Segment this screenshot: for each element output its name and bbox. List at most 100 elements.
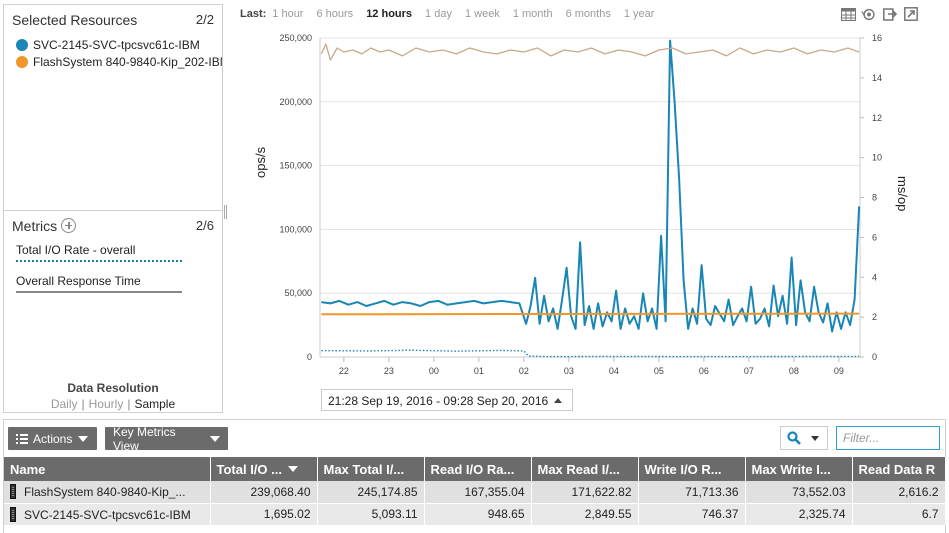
chevron-down-icon — [811, 435, 819, 441]
chevron-down-icon — [210, 435, 220, 442]
table-view-icon[interactable] — [840, 6, 856, 22]
table-cell: 6.7 — [852, 503, 946, 525]
metric-item-total-io-rate[interactable]: Total I/O Rate - overall — [16, 243, 182, 262]
y-axis-left-label: ops/s — [253, 146, 268, 178]
chevron-down-icon — [78, 435, 89, 442]
column-header-max-write-io[interactable]: Max Write I... — [745, 457, 853, 481]
resolution-option-hourly[interactable]: Hourly — [88, 397, 124, 411]
date-range-text: 21:28 Sep 19, 2016 - 09:28 Sep 20, 2016 — [328, 394, 549, 408]
y-right-tick-label: 16 — [872, 33, 882, 43]
selected-resources-count: 2/2 — [195, 12, 214, 27]
selected-resources-panel: Selected Resources 2/2 SVC-2145-SVC-tpcs… — [3, 4, 223, 211]
x-tick-label: 06 — [699, 366, 709, 376]
resource-color-dot — [16, 38, 28, 51]
time-range-label: Last: — [240, 8, 267, 20]
time-option-1-week[interactable]: 1 week — [464, 8, 500, 20]
x-tick-label: 03 — [564, 366, 574, 376]
metrics-title: Metrics — [12, 218, 77, 234]
table-cell: 245,174.85 — [317, 481, 425, 504]
x-tick-label: 04 — [609, 366, 619, 376]
time-option-12-hours[interactable]: 12 hours — [366, 8, 413, 20]
metrics-panel: Metrics 2/6 Total I/O Rate - overall Ove… — [3, 210, 223, 413]
y-right-tick-label: 12 — [872, 113, 882, 123]
panel-splitter-handle[interactable] — [224, 205, 227, 219]
table-row[interactable]: FlashSystem 840-9840-Kip_... 239,068.40 … — [4, 481, 946, 504]
y-right-tick-label: 10 — [872, 153, 882, 163]
filter-input[interactable] — [836, 426, 940, 450]
export-icon[interactable] — [882, 6, 898, 22]
resource-table-region: Actions Key Metrics View Name Total I/O … — [3, 419, 946, 533]
table-cell: 1,695.02 — [210, 503, 318, 525]
time-option-1-day[interactable]: 1 day — [425, 8, 452, 20]
row-name-label: FlashSystem 840-9840-Kip_... — [24, 485, 186, 500]
column-header-total-io-rate[interactable]: Total I/O ... — [210, 457, 318, 481]
storage-system-icon — [10, 484, 16, 500]
separator: | — [127, 397, 131, 411]
open-window-icon[interactable] — [903, 6, 919, 22]
column-header-max-read-io[interactable]: Max Read I/... — [531, 457, 639, 481]
metric-item-overall-response-time[interactable]: Overall Response Time — [16, 274, 182, 293]
x-tick-label: 09 — [834, 366, 844, 376]
table-cell: 948.65 — [424, 503, 532, 525]
table-cell: 239,068.40 — [210, 481, 318, 504]
actions-label: Actions — [33, 431, 73, 446]
table-cell: 171,622.82 — [531, 481, 639, 504]
key-metrics-view-label: Key Metrics View — [113, 424, 176, 453]
selected-resources-title: Selected Resources — [12, 12, 138, 28]
time-option-1-hour[interactable]: 1 hour — [272, 8, 304, 20]
x-tick-label: 05 — [654, 366, 664, 376]
x-tick-label: 02 — [519, 366, 529, 376]
refresh-icon[interactable] — [861, 6, 877, 22]
resource-item[interactable]: SVC-2145-SVC-tpcsvc61c-IBM — [16, 36, 222, 53]
performance-line-chart: 050,000100,000150,000200,000250,00002468… — [279, 33, 882, 376]
x-tick-label: 23 — [384, 366, 394, 376]
key-metrics-view-button[interactable]: Key Metrics View — [105, 424, 228, 453]
time-option-6-hours[interactable]: 6 hours — [316, 8, 354, 20]
separator: | — [81, 397, 85, 411]
time-option-1-year[interactable]: 1 year — [623, 8, 655, 20]
column-header-name[interactable]: Name — [4, 457, 211, 481]
time-option-6-months[interactable]: 6 months — [565, 8, 611, 20]
y-right-tick-label: 2 — [872, 312, 877, 322]
date-range-selector[interactable]: 21:28 Sep 19, 2016 - 09:28 Sep 20, 2016 — [321, 389, 573, 411]
y-right-tick-label: 6 — [872, 232, 877, 242]
x-tick-label: 07 — [744, 366, 754, 376]
data-resolution-options: Daily | Hourly | Sample — [4, 397, 222, 411]
chart-toolbar — [840, 6, 919, 22]
time-option-1-month[interactable]: 1 month — [512, 8, 553, 20]
series-line — [321, 349, 860, 358]
table-cell: 167,355.04 — [424, 481, 532, 504]
table-cell: 2,325.74 — [745, 503, 853, 525]
table-cell: 746.37 — [638, 503, 746, 525]
list-icon — [16, 433, 28, 444]
series-line — [320, 43, 860, 61]
column-header-max-total-io[interactable]: Max Total I/... — [317, 457, 425, 481]
storage-system-icon — [10, 506, 16, 522]
resolution-option-daily[interactable]: Daily — [50, 397, 78, 411]
column-header-read-data-rate[interactable]: Read Data R — [852, 457, 946, 481]
resource-item[interactable]: FlashSystem 840-9840-Kip_202-IBM — [16, 53, 222, 70]
x-tick-label: 08 — [789, 366, 799, 376]
search-options-dropdown[interactable] — [780, 426, 828, 450]
table-header-row: Name Total I/O ... Max Total I/... Read … — [4, 457, 946, 481]
y-left-tick-label: 250,000 — [279, 33, 312, 43]
y-right-tick-label: 4 — [872, 272, 877, 282]
table-cell-name: FlashSystem 840-9840-Kip_... — [4, 481, 211, 504]
resource-list: SVC-2145-SVC-tpcsvc61c-IBM FlashSystem 8… — [16, 36, 222, 70]
table-cell: 2,616.2 — [852, 481, 946, 504]
add-metric-icon[interactable] — [61, 218, 77, 233]
resource-metrics-table: Name Total I/O ... Max Total I/... Read … — [4, 457, 946, 525]
resolution-option-sample[interactable]: Sample — [134, 397, 176, 411]
y-right-tick-label: 8 — [872, 193, 877, 203]
y-left-tick-label: 200,000 — [279, 97, 312, 107]
actions-button[interactable]: Actions — [8, 427, 97, 450]
sort-descending-icon — [287, 465, 298, 472]
column-header-write-io-rate[interactable]: Write I/O R... — [638, 457, 746, 481]
resource-label: SVC-2145-SVC-tpcsvc61c-IBM — [33, 37, 200, 52]
column-header-read-io-rate[interactable]: Read I/O Ra... — [424, 457, 532, 481]
table-row[interactable]: SVC-2145-SVC-tpcsvc61c-IBM 1,695.02 5,09… — [4, 503, 946, 525]
metrics-title-label: Metrics — [12, 218, 58, 234]
resource-color-dot — [16, 55, 28, 68]
y-left-tick-label: 150,000 — [279, 161, 312, 171]
table-cell-name: SVC-2145-SVC-tpcsvc61c-IBM — [4, 503, 211, 525]
